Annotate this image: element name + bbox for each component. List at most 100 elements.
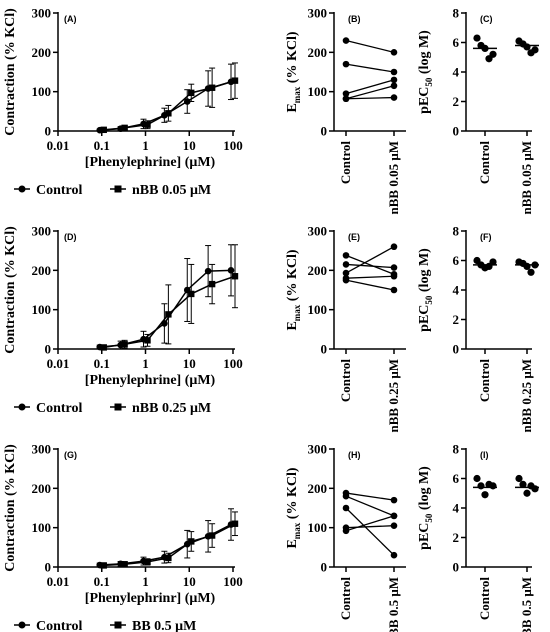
data-point-D: [100, 344, 107, 351]
paired-line-B: [345, 39, 395, 53]
x-tick-label-G: 1: [142, 574, 149, 589]
paired-line-E: [345, 263, 395, 269]
paired-line-H: [345, 495, 395, 517]
y-tick-label-D: 100: [32, 302, 52, 317]
x-category-label-E: Control: [338, 359, 353, 402]
panel-title-H: (H): [348, 450, 361, 460]
data-point-H: [342, 527, 350, 535]
x-category-label-F: nBB 0.25 μM: [519, 359, 534, 432]
panel-D: 0 100 200 300 0.01 0.1 1 10 100 (D) Contraction (%…: [3, 224, 243, 417]
data-point-E: [390, 264, 398, 271]
legend-marker-G: [18, 621, 26, 629]
y-tick-label-C: 6: [453, 35, 460, 50]
data-point-F: [523, 262, 531, 270]
y-tick-label-G: 0: [45, 560, 52, 575]
y-axis-label-C: pEC50 (log M): [417, 30, 434, 114]
data-point-A: [121, 124, 128, 132]
y-tick-label-B: 100: [308, 84, 328, 99]
y-tick-label-B: 0: [321, 124, 328, 139]
x-tick-label-A: 10: [183, 138, 196, 153]
y-tick-label-A: 100: [32, 84, 52, 99]
data-point-H: [342, 492, 350, 500]
legend-marker-A: [114, 185, 122, 193]
y-axis-label-F: pEC50 (log M): [417, 248, 434, 332]
x-tick-label-A: 0.01: [47, 138, 70, 153]
x-axis-label-D: [Phenylephrine] (μM): [85, 373, 216, 388]
y-tick-label-H: 100: [308, 520, 328, 535]
data-point-I: [481, 491, 489, 499]
panel-I: 0 2 4 6 8 Control BB 0.5 μM (I) pEC50 (log M): [417, 442, 539, 632]
y-tick-label-C: 4: [453, 65, 460, 80]
data-point-A: [165, 110, 172, 117]
data-point-E: [342, 252, 350, 259]
legend-marker-A: [18, 185, 26, 193]
data-point-A: [188, 89, 195, 97]
paired-line-B: [345, 63, 395, 73]
paired-line-H: [345, 525, 395, 529]
paired-line-E: [345, 254, 395, 275]
x-tick-label-G: 0.01: [47, 574, 70, 589]
panel-G: 0 100 200 300 0.01 0.1 1 10 100 (G) Contraction (%…: [3, 442, 243, 632]
x-tick-label-G: 100: [223, 574, 243, 589]
x-tick-label-G: 0.1: [94, 574, 110, 589]
data-point-A: [144, 121, 151, 128]
y-tick-label-G: 200: [32, 481, 52, 496]
data-point-B: [390, 49, 398, 56]
data-point-D: [188, 290, 195, 298]
data-point-I: [515, 474, 523, 483]
x-tick-label-A: 0.1: [94, 138, 110, 153]
paired-line-B: [345, 96, 395, 100]
y-axis-label-I: pEC50 (log M): [417, 466, 434, 550]
y-tick-label-D: 300: [32, 224, 52, 239]
data-point-G: [165, 554, 172, 562]
panel-title-I: (I): [480, 450, 489, 460]
data-point-C: [473, 34, 481, 42]
y-tick-label-I: 4: [453, 501, 460, 516]
y-tick-label-I: 2: [453, 530, 460, 545]
data-point-D: [208, 280, 216, 288]
panel-E: 0 100 200 300 Control nBB 0.25 μM (E) Emax (% K…: [285, 224, 406, 432]
paired-line-H: [345, 507, 395, 556]
y-axis-label-B: Emax (% KCl): [285, 31, 302, 112]
data-point-I: [473, 474, 481, 483]
panel-C: 0 2 4 6 8 Control nBB 0.05 μM (C) pEC50 (log M): [417, 6, 539, 214]
panel-title-G: (G): [64, 450, 77, 460]
data-point-E: [390, 286, 398, 294]
y-tick-label-I: 0: [453, 560, 460, 575]
paired-line-E: [345, 246, 395, 274]
y-tick-label-G: 300: [32, 442, 52, 457]
x-axis-label-G: [Phenylephrinr] (μM): [85, 591, 216, 606]
data-point-H: [390, 496, 398, 504]
panel-title-D: (D): [64, 232, 77, 242]
data-point-D: [231, 273, 239, 280]
data-point-C: [489, 50, 497, 58]
panel-B: 0 100 200 300 Control nBB 0.05 μM (B) Emax (% K…: [285, 6, 406, 214]
data-point-B: [342, 90, 350, 97]
data-point-F: [489, 258, 497, 266]
legend-label-D: nBB 0.25 μM: [132, 401, 211, 416]
x-tick-label-A: 1: [142, 138, 149, 153]
x-category-label-E: nBB 0.25 μM: [386, 359, 401, 432]
x-tick-label-D: 10: [183, 356, 196, 371]
y-axis-label-A: Contraction (% KCl): [3, 8, 18, 136]
panel-title-A: (A): [64, 14, 77, 24]
legend-label-G: Control: [36, 619, 83, 632]
x-category-label-B: Control: [338, 141, 353, 184]
x-category-label-B: nBB 0.05 μM: [386, 141, 401, 214]
data-point-I: [489, 482, 497, 490]
x-tick-label-A: 100: [223, 138, 243, 153]
data-point-B: [390, 94, 398, 101]
panel-A: 0 100 200 300 0.01 0.1 1 10 100 (A) Contraction (%…: [3, 6, 243, 199]
paired-line-H: [345, 515, 395, 532]
x-category-label-I: BB 0.5 μM: [519, 577, 534, 632]
panel-H: 0 100 200 300 Control BB 0.5 μM (H) Emax (% KCl…: [285, 442, 406, 632]
data-point-D: [121, 341, 128, 348]
data-point-D: [204, 267, 212, 275]
legend-label-A: Control: [36, 183, 83, 198]
data-point-C: [531, 46, 539, 54]
panel-title-C: (C): [480, 14, 493, 24]
data-point-E: [390, 243, 398, 251]
data-point-B: [390, 76, 398, 84]
data-point-D: [227, 267, 235, 274]
